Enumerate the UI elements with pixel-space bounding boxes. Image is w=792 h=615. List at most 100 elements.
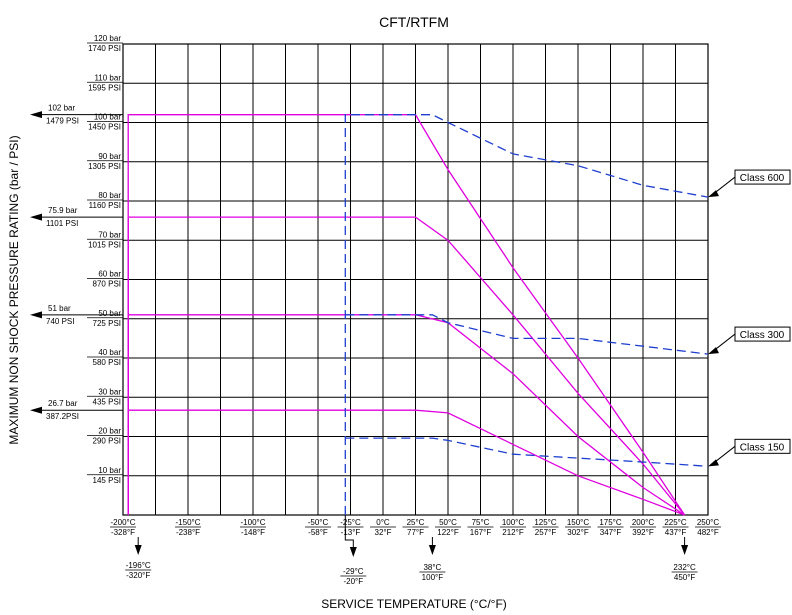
- x-tick-fahrenheit-label: 122°F: [437, 528, 459, 537]
- x-tick-fahrenheit-label: 392°F: [632, 528, 654, 537]
- x-tick-fahrenheit-label: 437°F: [665, 528, 687, 537]
- y-tick-bar-label: 40 bar: [98, 348, 121, 357]
- left-callout-psi: 1101 PSI: [46, 219, 78, 228]
- x-tick-fahrenheit-label: -13°F: [341, 528, 361, 537]
- y-tick-bar-label: 80 bar: [98, 191, 121, 200]
- y-tick-bar-label: 120 bar: [94, 34, 121, 43]
- x-tick-fahrenheit-label: -238°F: [176, 528, 200, 537]
- y-tick-psi-label: 1160 PSI: [89, 201, 121, 210]
- left-arrow-icon: [30, 406, 42, 414]
- y-tick-psi-label: 1305 PSI: [88, 162, 121, 171]
- series-line-0: [127, 114, 686, 516]
- x-tick-celsius-label: -200°C: [111, 518, 136, 527]
- y-tick-psi-label: 1595 PSI: [88, 83, 121, 92]
- left-callout-psi: 387.2PSI: [46, 412, 79, 421]
- x-tick-fahrenheit-label: 257°F: [535, 528, 557, 537]
- y-tick-psi-label: 435 PSI: [93, 397, 121, 406]
- series-line-3: [127, 409, 685, 516]
- left-callout-bar: 26.7 bar: [48, 399, 78, 408]
- y-tick-bar-label: 20 bar: [98, 427, 121, 436]
- left-callout-bar: 51 bar: [48, 304, 71, 313]
- bottom-callout-fahrenheit: 450°F: [674, 573, 696, 582]
- x-tick-celsius-label: 100°C: [502, 518, 525, 527]
- y-tick-psi-label: 580 PSI: [93, 358, 121, 367]
- y-tick-bar-label: 30 bar: [98, 387, 121, 396]
- class-arrow-icon: [708, 190, 719, 198]
- bottom-callout-celsius: -29°C: [343, 567, 364, 576]
- series-line-6: [345, 437, 709, 467]
- x-tick-celsius-label: 50°C: [439, 518, 457, 527]
- callouts: 102 bar 1479 PSI 75.9 bar 1101 PSI 51 bar 740…: [30, 104, 791, 586]
- x-tick-celsius-label: 250°C: [697, 518, 720, 527]
- left-callout-psi: 740 PSI: [46, 317, 74, 326]
- x-tick-fahrenheit-label: -148°F: [241, 528, 265, 537]
- x-tick-labels: -200°C-328°F -150°C-238°F -100°C-148°F -50°…: [110, 518, 721, 537]
- y-tick-bar-label: 60 bar: [98, 270, 121, 279]
- x-tick-celsius-label: -150°C: [176, 518, 201, 527]
- x-tick-celsius-label: 175°C: [599, 518, 622, 527]
- series-line-2: [127, 314, 685, 516]
- y-tick-psi-label: 290 PSI: [93, 437, 121, 446]
- series-lines: [127, 114, 709, 516]
- x-tick-celsius-label: 0°C: [376, 518, 390, 527]
- class-label-text: Class 300: [740, 330, 785, 341]
- x-tick-celsius-label: 25°C: [407, 518, 425, 527]
- y-tick-psi-label: 1740 PSI: [88, 44, 121, 53]
- x-tick-celsius-label: 200°C: [632, 518, 655, 527]
- x-tick-fahrenheit-label: -328°F: [111, 528, 135, 537]
- x-tick-celsius-label: 225°C: [664, 518, 687, 527]
- chart-title: CFT/RTFM: [379, 14, 449, 30]
- bottom-callout-fahrenheit: -320°F: [126, 571, 150, 580]
- x-tick-fahrenheit-label: -58°F: [308, 528, 328, 537]
- down-arrow-icon: [349, 547, 357, 557]
- class-label-text: Class 600: [740, 173, 785, 184]
- x-tick-celsius-label: -50°C: [308, 518, 329, 527]
- x-tick-fahrenheit-label: 32°F: [375, 528, 392, 537]
- down-arrow-icon: [134, 545, 142, 555]
- y-tick-bar-label: 90 bar: [98, 152, 121, 161]
- down-arrow-icon: [681, 545, 689, 555]
- left-callout-psi: 1479 PSI: [46, 117, 79, 126]
- down-arrow-icon: [428, 545, 436, 555]
- class-arrow-icon: [708, 347, 719, 355]
- x-tick-fahrenheit-label: 212°F: [502, 528, 524, 537]
- y-tick-bar-label: 70 bar: [98, 230, 121, 239]
- bottom-callout-celsius: -196°C: [126, 561, 151, 570]
- x-tick-fahrenheit-label: 167°F: [470, 528, 492, 537]
- x-tick-celsius-label: 75°C: [472, 518, 490, 527]
- y-tick-bar-label: 110 bar: [94, 73, 121, 82]
- x-tick-fahrenheit-label: 482°F: [697, 528, 719, 537]
- y-axis-label: MAXIMUM NON SHOCK PRESSURE RATING (bar /…: [7, 135, 21, 444]
- y-tick-psi-label: 1450 PSI: [88, 123, 121, 132]
- bottom-callout-celsius: 232°C: [673, 563, 696, 572]
- x-tick-fahrenheit-label: 77°F: [407, 528, 424, 537]
- x-axis-label: SERVICE TEMPERATURE (°C/°F): [321, 597, 507, 611]
- x-tick-celsius-label: 150°C: [567, 518, 590, 527]
- left-arrow-icon: [30, 213, 42, 221]
- bottom-callout-celsius: 38°C: [423, 563, 441, 572]
- series-line-5: [345, 314, 709, 355]
- y-tick-bar-label: 50 bar: [98, 309, 121, 318]
- y-tick-bar-label: 100 bar: [94, 113, 121, 122]
- bottom-callout-fahrenheit: 100°F: [422, 573, 444, 582]
- left-arrow-icon: [30, 311, 42, 319]
- bottom-callout-line: [344, 515, 354, 551]
- grid: [122, 43, 709, 516]
- x-tick-fahrenheit-label: 302°F: [567, 528, 589, 537]
- plot-frame: [122, 43, 709, 516]
- left-callout-bar: 102 bar: [48, 104, 75, 113]
- x-tick-celsius-label: -25°C: [340, 518, 361, 527]
- y-tick-psi-label: 1015 PSI: [88, 240, 121, 249]
- left-callout-bar: 75.9 bar: [48, 206, 78, 215]
- left-arrow-icon: [30, 111, 42, 119]
- y-tick-psi-label: 725 PSI: [93, 319, 121, 328]
- class-arrow-icon: [708, 459, 719, 467]
- series-line-4: [344, 114, 709, 515]
- class-label-text: Class 150: [740, 442, 785, 453]
- y-tick-psi-label: 870 PSI: [93, 280, 121, 289]
- x-tick-celsius-label: 125°C: [534, 518, 557, 527]
- x-tick-fahrenheit-label: 347°F: [600, 528, 622, 537]
- y-tick-bar-label: 10 bar: [98, 466, 121, 475]
- x-tick-celsius-label: -100°C: [241, 518, 266, 527]
